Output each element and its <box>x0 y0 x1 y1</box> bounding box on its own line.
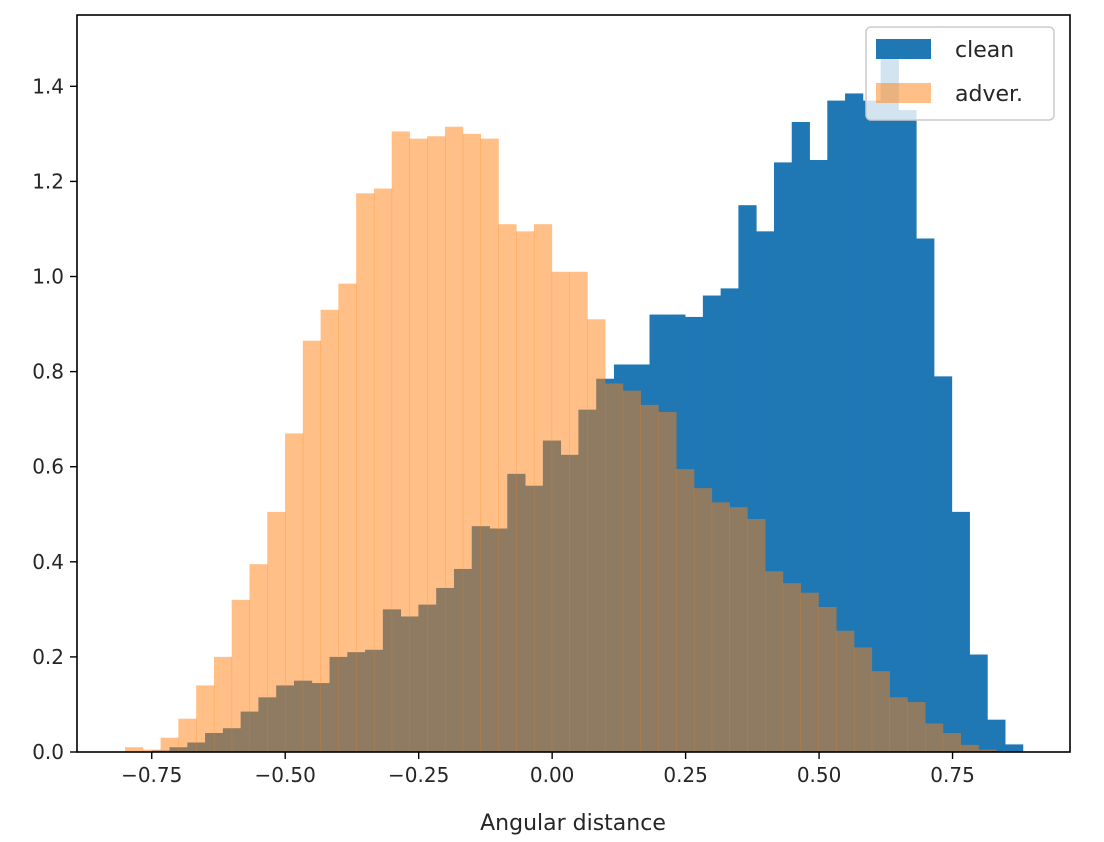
x-axis-ticks: −0.75 −0.50 −0.25 0.00 0.25 0.50 0.75 <box>121 752 975 787</box>
adver-bar <box>818 606 837 752</box>
adver-bar <box>533 224 553 752</box>
x-tick-label: −0.50 <box>255 763 316 787</box>
y-tick-label: 0.8 <box>32 360 64 384</box>
clean-bar <box>845 93 864 752</box>
adver-bar <box>853 647 873 752</box>
adver-bar <box>587 319 606 752</box>
adver-bar <box>178 718 197 752</box>
x-tick-label: −0.75 <box>121 763 182 787</box>
clean-bar <box>987 719 1006 752</box>
adver-bar <box>782 583 802 752</box>
adver-bar <box>356 193 375 752</box>
adver-bar <box>391 131 410 753</box>
adver-bar <box>267 511 286 752</box>
adver-bar <box>231 599 250 752</box>
adver-bar <box>373 188 393 753</box>
adver-bar <box>622 390 642 752</box>
legend-swatch-clean <box>876 39 931 59</box>
legend-swatch-adver <box>876 83 931 103</box>
x-tick-label: 0.75 <box>930 763 975 787</box>
clean-bar <box>880 57 899 753</box>
adver-bar <box>569 271 588 752</box>
y-tick-label: 1.0 <box>32 265 64 289</box>
adver-bar <box>249 564 268 752</box>
clean-bar <box>898 110 917 753</box>
adver-bar <box>302 340 322 752</box>
adver-bar <box>160 737 179 752</box>
adver-bar <box>409 138 428 752</box>
adver-bar <box>213 656 233 752</box>
adver-bar <box>285 433 304 752</box>
adver-bar <box>978 749 997 752</box>
adver-bar <box>125 747 144 752</box>
adver-bar <box>925 723 944 752</box>
legend: clean adver. <box>865 26 1055 121</box>
x-tick-label: −0.25 <box>388 763 449 787</box>
adver-bars-group <box>125 126 1015 753</box>
clean-bar <box>951 511 970 752</box>
clean-bar <box>827 100 846 753</box>
x-tick-label: 0.25 <box>663 763 708 787</box>
adver-bar <box>427 136 446 752</box>
x-tick-label: 0.50 <box>797 763 842 787</box>
adver-bar <box>462 133 482 752</box>
y-tick-label: 0.0 <box>32 740 64 764</box>
adver-bar <box>960 744 979 752</box>
adver-bar <box>747 519 766 752</box>
y-tick-label: 1.4 <box>32 74 64 98</box>
adver-bar <box>320 309 339 752</box>
clean-bar <box>862 100 882 753</box>
adver-bar <box>676 469 695 752</box>
adver-bar <box>711 502 730 752</box>
adver-bar <box>338 283 357 752</box>
y-tick-label: 0.4 <box>32 550 64 574</box>
legend-label-clean: clean <box>955 38 1014 63</box>
legend-label-adver: adver. <box>955 82 1023 107</box>
plot-frame <box>76 14 1071 753</box>
x-axis-label: Angular distance <box>480 811 666 836</box>
clean-bar <box>969 654 988 752</box>
adver-bar <box>693 488 713 752</box>
adver-bar <box>871 671 890 752</box>
y-tick-label: 0.6 <box>32 455 64 479</box>
adver-bar <box>836 630 855 752</box>
y-axis-ticks: 0.0 0.2 0.4 0.6 0.8 1.0 1.2 1.4 <box>32 74 77 764</box>
adver-bar <box>480 138 499 752</box>
adver-bar <box>498 224 517 752</box>
adver-bar <box>640 404 659 752</box>
adver-bar <box>729 507 748 752</box>
adver-bar <box>605 383 624 752</box>
adver-bar <box>800 592 819 752</box>
clean-bar <box>933 376 953 752</box>
adver-bar <box>942 732 962 752</box>
adver-bar <box>551 271 570 752</box>
adver-bar <box>765 571 784 752</box>
adver-bar <box>516 231 535 753</box>
x-tick-label: 0.00 <box>530 763 575 787</box>
adver-bar <box>445 126 464 753</box>
adver-bar <box>196 685 215 752</box>
y-tick-label: 0.2 <box>32 645 64 669</box>
y-tick-label: 1.2 <box>32 169 64 193</box>
adver-bar <box>658 412 677 752</box>
adver-bar <box>889 697 908 752</box>
adver-bar <box>142 749 162 752</box>
adver-bar <box>907 702 926 752</box>
clean-bar <box>916 238 935 753</box>
clean-bar <box>1005 744 1024 752</box>
